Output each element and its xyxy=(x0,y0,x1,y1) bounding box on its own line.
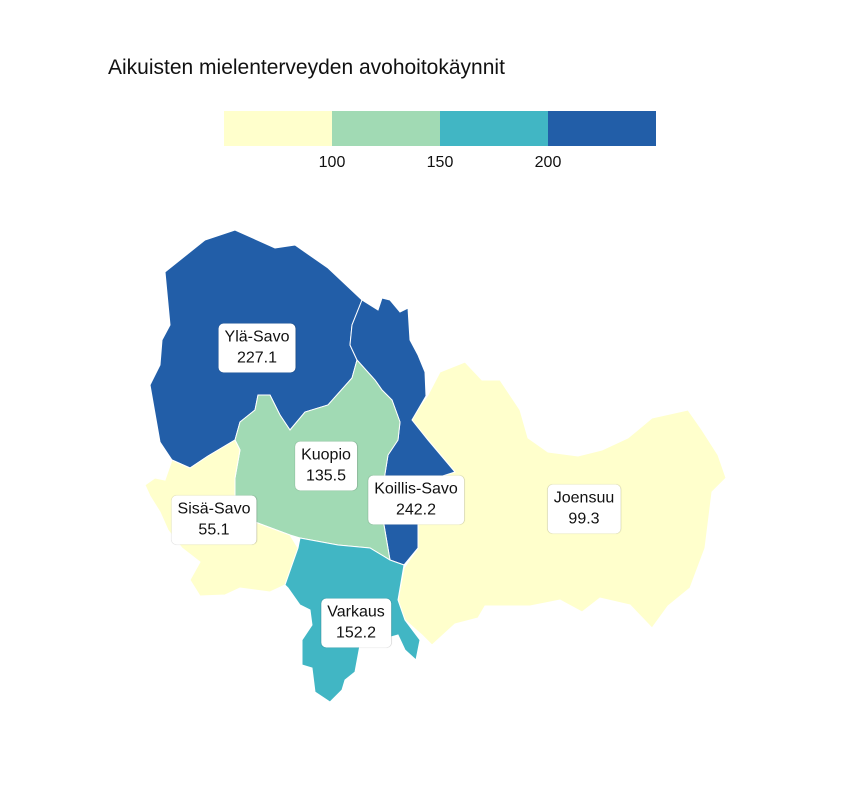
region-value: 135.5 xyxy=(305,467,347,485)
color-legend xyxy=(224,111,656,146)
legend-tick-150: 150 xyxy=(426,154,454,171)
legend-swatch-1 xyxy=(224,111,332,146)
region-name: Ylä-Savo xyxy=(224,328,290,346)
legend-tick-100: 100 xyxy=(318,154,346,171)
region-value: 242.2 xyxy=(395,501,437,519)
legend-tick-200: 200 xyxy=(534,154,562,171)
region-value: 227.1 xyxy=(236,349,278,367)
region-label-sisa-savo: Sisä-Savo 55.1 xyxy=(171,495,257,545)
region-label-kuopio: Kuopio 135.5 xyxy=(295,441,357,491)
region-label-yla-savo: Ylä-Savo 227.1 xyxy=(218,323,296,373)
legend-swatch-3 xyxy=(440,111,548,146)
region-value: 99.3 xyxy=(568,510,600,528)
region-name: Kuopio xyxy=(301,446,351,464)
legend-swatch-2 xyxy=(332,111,440,146)
legend-swatch-4 xyxy=(548,111,656,146)
region-label-varkaus: Varkaus 152.2 xyxy=(321,598,391,648)
region-value: 152.2 xyxy=(335,624,377,642)
region-name: Sisä-Savo xyxy=(177,500,251,518)
region-name: Varkaus xyxy=(327,603,385,621)
region-name: Joensuu xyxy=(553,489,615,507)
region-value: 55.1 xyxy=(198,521,230,539)
region-label-joensuu: Joensuu 99.3 xyxy=(547,484,621,534)
map-title: Aikuisten mielenterveyden avohoitokäynni… xyxy=(108,56,505,79)
region-name: Koillis-Savo xyxy=(374,480,458,498)
region-label-koillis-savo: Koillis-Savo 242.2 xyxy=(368,475,464,525)
